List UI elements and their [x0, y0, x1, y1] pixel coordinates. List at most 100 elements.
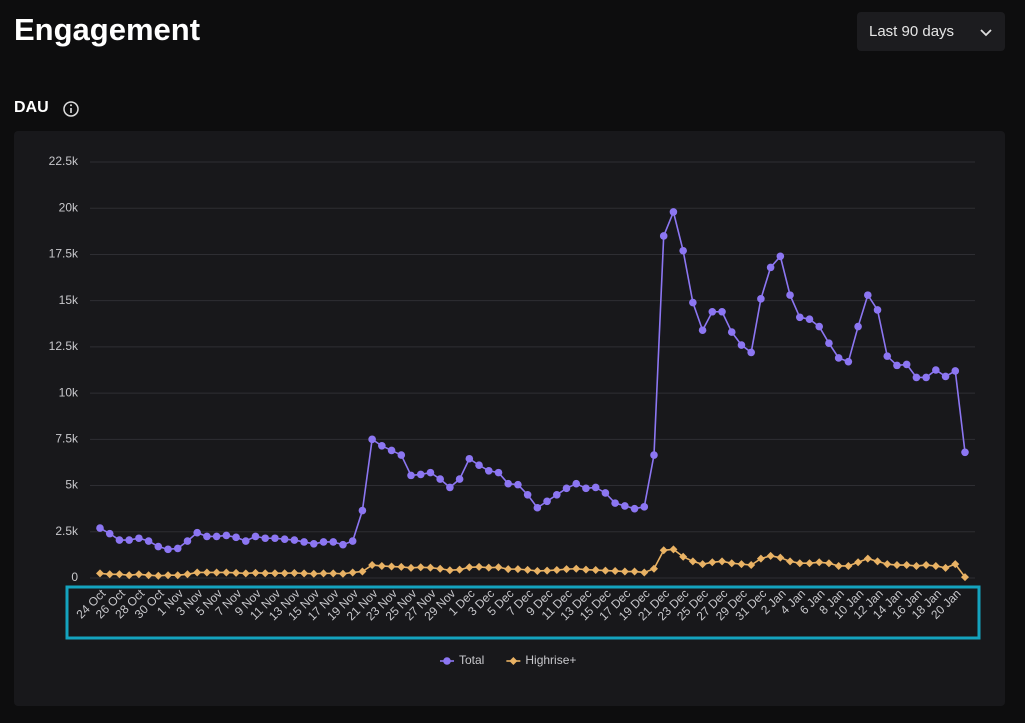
- data-point: [611, 499, 619, 507]
- data-point: [562, 484, 571, 493]
- x-tick-label: 30 Oct: [132, 586, 167, 621]
- data-point: [786, 291, 794, 299]
- data-point: [708, 558, 717, 567]
- x-tick-label: 16 Jan: [889, 586, 924, 621]
- x-tick-label: 18 Jan: [909, 586, 944, 621]
- data-point: [319, 538, 328, 546]
- x-tick-label: 29 Dec: [713, 586, 750, 623]
- x-tick-label: 21 Dec: [635, 586, 672, 623]
- data-point: [825, 339, 833, 347]
- data-point: [688, 557, 697, 566]
- data-point: [902, 360, 911, 369]
- data-point: [329, 569, 338, 578]
- data-point: [232, 533, 240, 542]
- x-tick-label: 13 Nov: [266, 586, 303, 623]
- data-point: [436, 475, 444, 483]
- x-tick-label: 19 Nov: [324, 586, 361, 623]
- data-point: [329, 538, 338, 546]
- data-point: [620, 567, 629, 576]
- data-point: [883, 560, 892, 569]
- data-point: [533, 566, 542, 575]
- data-point: [523, 491, 532, 499]
- data-point: [863, 554, 872, 563]
- data-point: [572, 564, 581, 573]
- data-point: [659, 546, 668, 555]
- y-tick-label: 7.5k: [55, 432, 79, 446]
- data-point: [271, 534, 279, 543]
- data-point: [436, 564, 445, 573]
- data-point: [358, 567, 367, 576]
- x-tick-label: 5 Dec: [484, 586, 516, 618]
- data-point: [300, 538, 308, 546]
- x-tick-label: 23 Dec: [655, 586, 692, 623]
- page-title: Engagement: [14, 12, 201, 47]
- y-tick-label: 5k: [65, 478, 79, 492]
- data-point: [222, 568, 231, 577]
- data-point: [368, 561, 377, 570]
- x-tick-label: 26 Oct: [93, 586, 128, 621]
- x-tick-label: 23 Nov: [363, 586, 400, 623]
- series-line: [99, 209, 966, 551]
- chart-card: [14, 131, 1005, 706]
- data-point: [581, 565, 590, 574]
- data-point: [484, 466, 493, 475]
- data-point: [698, 560, 707, 569]
- x-tick-label: 25 Dec: [674, 586, 711, 623]
- data-point: [582, 484, 590, 493]
- data-point: [601, 566, 610, 575]
- data-point: [941, 372, 950, 381]
- data-point: [173, 571, 182, 580]
- data-point: [339, 540, 347, 549]
- highlight-box: [65, 585, 981, 640]
- data-point: [669, 208, 678, 216]
- data-point: [961, 448, 969, 457]
- data-point: [514, 480, 522, 489]
- data-point: [824, 559, 833, 568]
- y-tick-label: 2.5k: [55, 524, 79, 538]
- data-point: [251, 568, 260, 577]
- x-tick-label: 15 Nov: [285, 586, 322, 623]
- data-point: [513, 565, 522, 574]
- y-tick-label: 12.5k: [49, 339, 79, 353]
- data-point: [951, 367, 960, 375]
- data-point: [504, 565, 513, 574]
- data-point: [961, 573, 969, 582]
- data-point: [854, 322, 862, 331]
- data-point: [776, 252, 785, 261]
- x-tick-label: 24 Oct: [73, 586, 108, 621]
- data-point: [747, 561, 756, 570]
- data-point: [407, 563, 416, 572]
- x-tick-label: 3 Nov: [173, 586, 205, 618]
- data-point: [251, 532, 260, 541]
- data-point: [465, 563, 474, 572]
- data-point: [562, 565, 571, 574]
- x-tick-label: 28 Oct: [112, 586, 147, 621]
- data-point: [232, 568, 241, 577]
- range-select[interactable]: Last 90 days: [857, 12, 1005, 51]
- data-point: [504, 479, 513, 488]
- data-point: [630, 567, 639, 576]
- data-point: [650, 451, 658, 459]
- data-point: [368, 435, 376, 444]
- data-point: [134, 570, 143, 579]
- data-point: [786, 557, 795, 566]
- data-point: [416, 470, 425, 479]
- data-point: [475, 461, 483, 470]
- data-point: [348, 568, 357, 577]
- x-tick-label: 20 Jan: [928, 586, 963, 621]
- x-tick-label: 12 Jan: [851, 586, 886, 621]
- info-icon[interactable]: [62, 100, 80, 118]
- x-tick-label: 17 Nov: [305, 586, 342, 623]
- data-point: [310, 539, 318, 548]
- data-point: [708, 307, 717, 316]
- x-tick-label: 17 Dec: [596, 586, 633, 623]
- data-point: [649, 564, 658, 573]
- data-point: [795, 559, 804, 568]
- data-point: [737, 560, 746, 569]
- x-tick-label: 1 Dec: [446, 586, 478, 618]
- data-point: [125, 571, 134, 580]
- data-point: [543, 497, 551, 506]
- data-point: [280, 535, 289, 543]
- data-point: [348, 537, 357, 545]
